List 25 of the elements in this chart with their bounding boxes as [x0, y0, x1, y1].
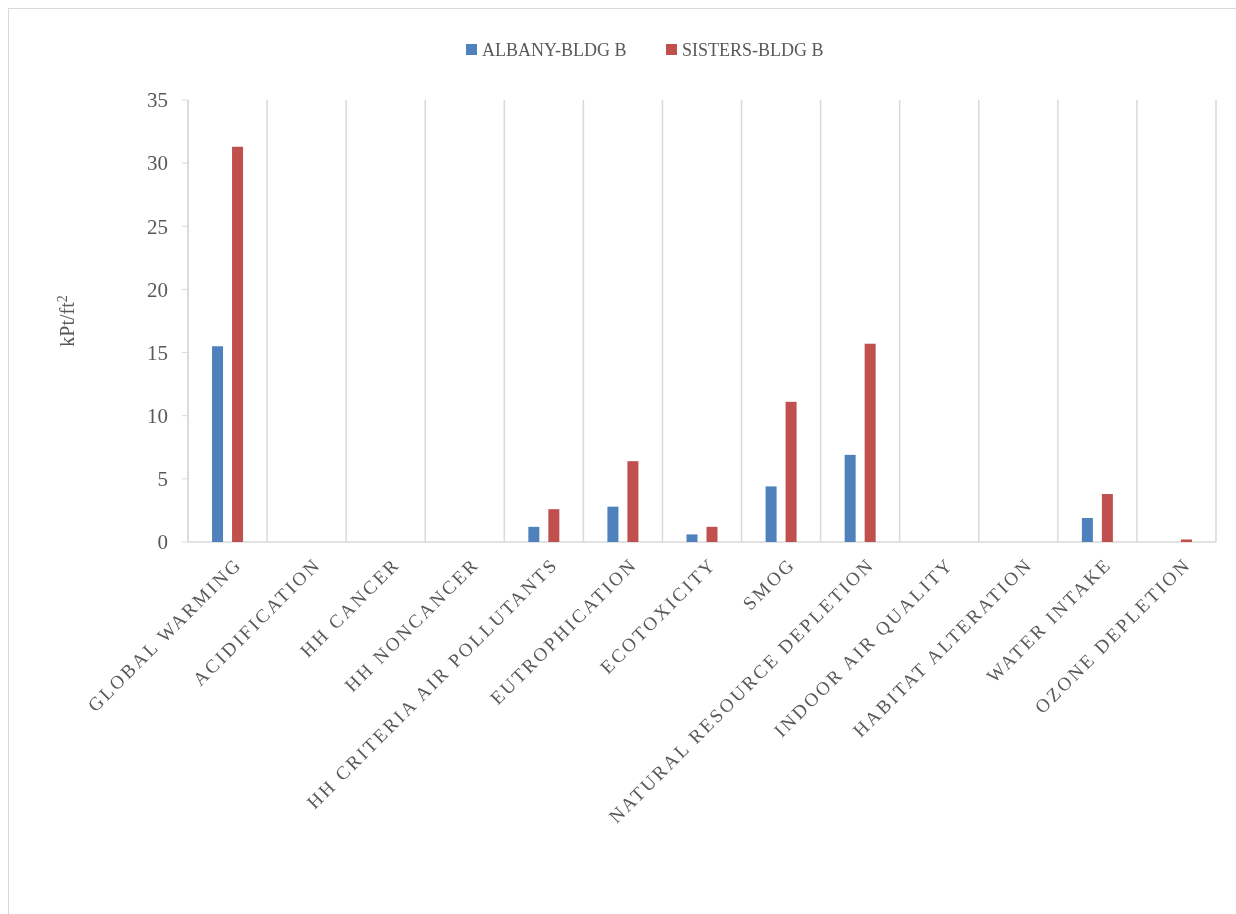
y-tick-label: 25	[147, 214, 168, 239]
bar	[212, 346, 224, 542]
bar	[765, 486, 777, 542]
y-tick-label: 20	[147, 277, 168, 302]
bar	[1180, 539, 1192, 542]
y-tick-label: 10	[147, 404, 168, 429]
y-tick-label: 15	[147, 340, 168, 365]
bar	[528, 526, 540, 542]
y-tick-label: 30	[147, 151, 168, 176]
y-tick-label: 5	[157, 467, 168, 492]
bar	[548, 509, 560, 542]
bar	[232, 146, 244, 542]
bar	[706, 526, 718, 542]
bar	[864, 343, 876, 542]
bar	[627, 461, 639, 542]
bar	[1081, 518, 1093, 542]
legend-label: SISTERS-BLDG B	[682, 40, 824, 61]
bar	[785, 401, 797, 542]
legend-label: ALBANY-BLDG B	[482, 40, 627, 61]
bar	[607, 506, 619, 542]
bar	[1101, 494, 1113, 542]
bar	[844, 454, 856, 542]
bar	[686, 534, 698, 542]
y-tick-label: 35	[147, 88, 168, 113]
y-tick-label: 0	[157, 530, 168, 555]
